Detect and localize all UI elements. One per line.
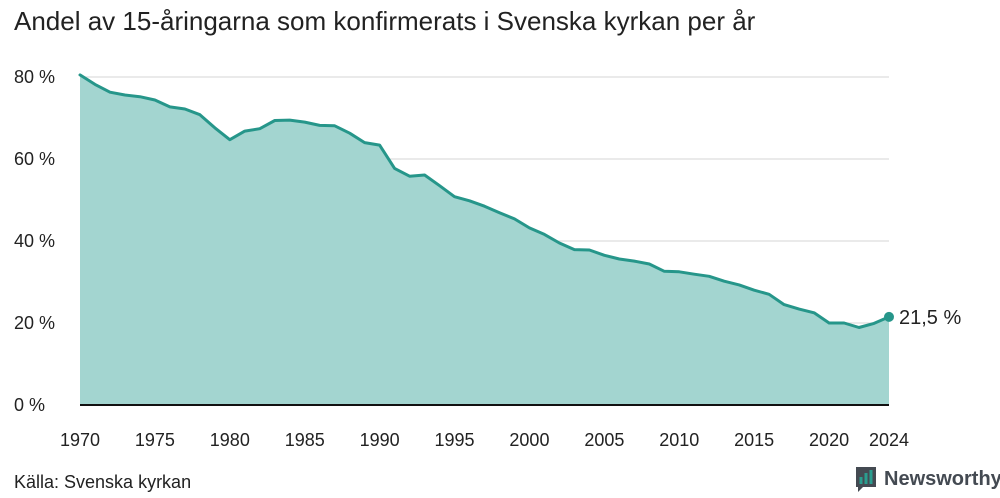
x-tick-label: 2015 xyxy=(734,430,774,450)
x-tick-label: 1980 xyxy=(210,430,250,450)
x-axis-ticks: 1970 1975 1980 1985 1990 1995 2000 2005 2010 2015… xyxy=(60,430,909,450)
end-point-marker xyxy=(884,311,894,322)
x-tick-label: 1995 xyxy=(435,430,475,450)
y-tick-label: 60 % xyxy=(14,149,55,169)
x-tick-label: 1975 xyxy=(135,430,175,450)
x-tick-label: 2010 xyxy=(659,430,699,450)
end-value-label: 21,5 % xyxy=(899,307,961,329)
y-tick-label: 80 % xyxy=(14,67,55,87)
x-tick-label: 1985 xyxy=(285,430,325,450)
x-tick-label: 2024 xyxy=(869,430,909,450)
area-fill xyxy=(80,74,889,406)
y-axis-ticks: 0 % 20 % 40 % 60 % 80 % xyxy=(14,67,55,415)
brand: Newsworthy xyxy=(854,464,1000,494)
y-tick-label: 0 % xyxy=(14,395,45,415)
x-tick-label: 2000 xyxy=(509,430,549,450)
x-tick-label: 2020 xyxy=(809,430,849,450)
brand-name: Newsworthy xyxy=(884,467,1000,490)
source-note: Källa: Svenska kyrkan xyxy=(14,472,192,492)
y-tick-label: 40 % xyxy=(14,231,55,251)
y-tick-label: 20 % xyxy=(14,313,55,333)
series-line xyxy=(78,73,891,329)
chart-title: Andel av 15-åringarna som konfirmerats i… xyxy=(14,6,756,36)
newsworthy-logo-icon xyxy=(856,467,876,492)
area-series xyxy=(78,73,891,406)
x-tick-label: 1970 xyxy=(60,430,100,450)
x-tick-label: 2005 xyxy=(584,430,624,450)
end-annotation: 21,5 % xyxy=(884,307,961,329)
x-tick-label: 1990 xyxy=(360,430,400,450)
